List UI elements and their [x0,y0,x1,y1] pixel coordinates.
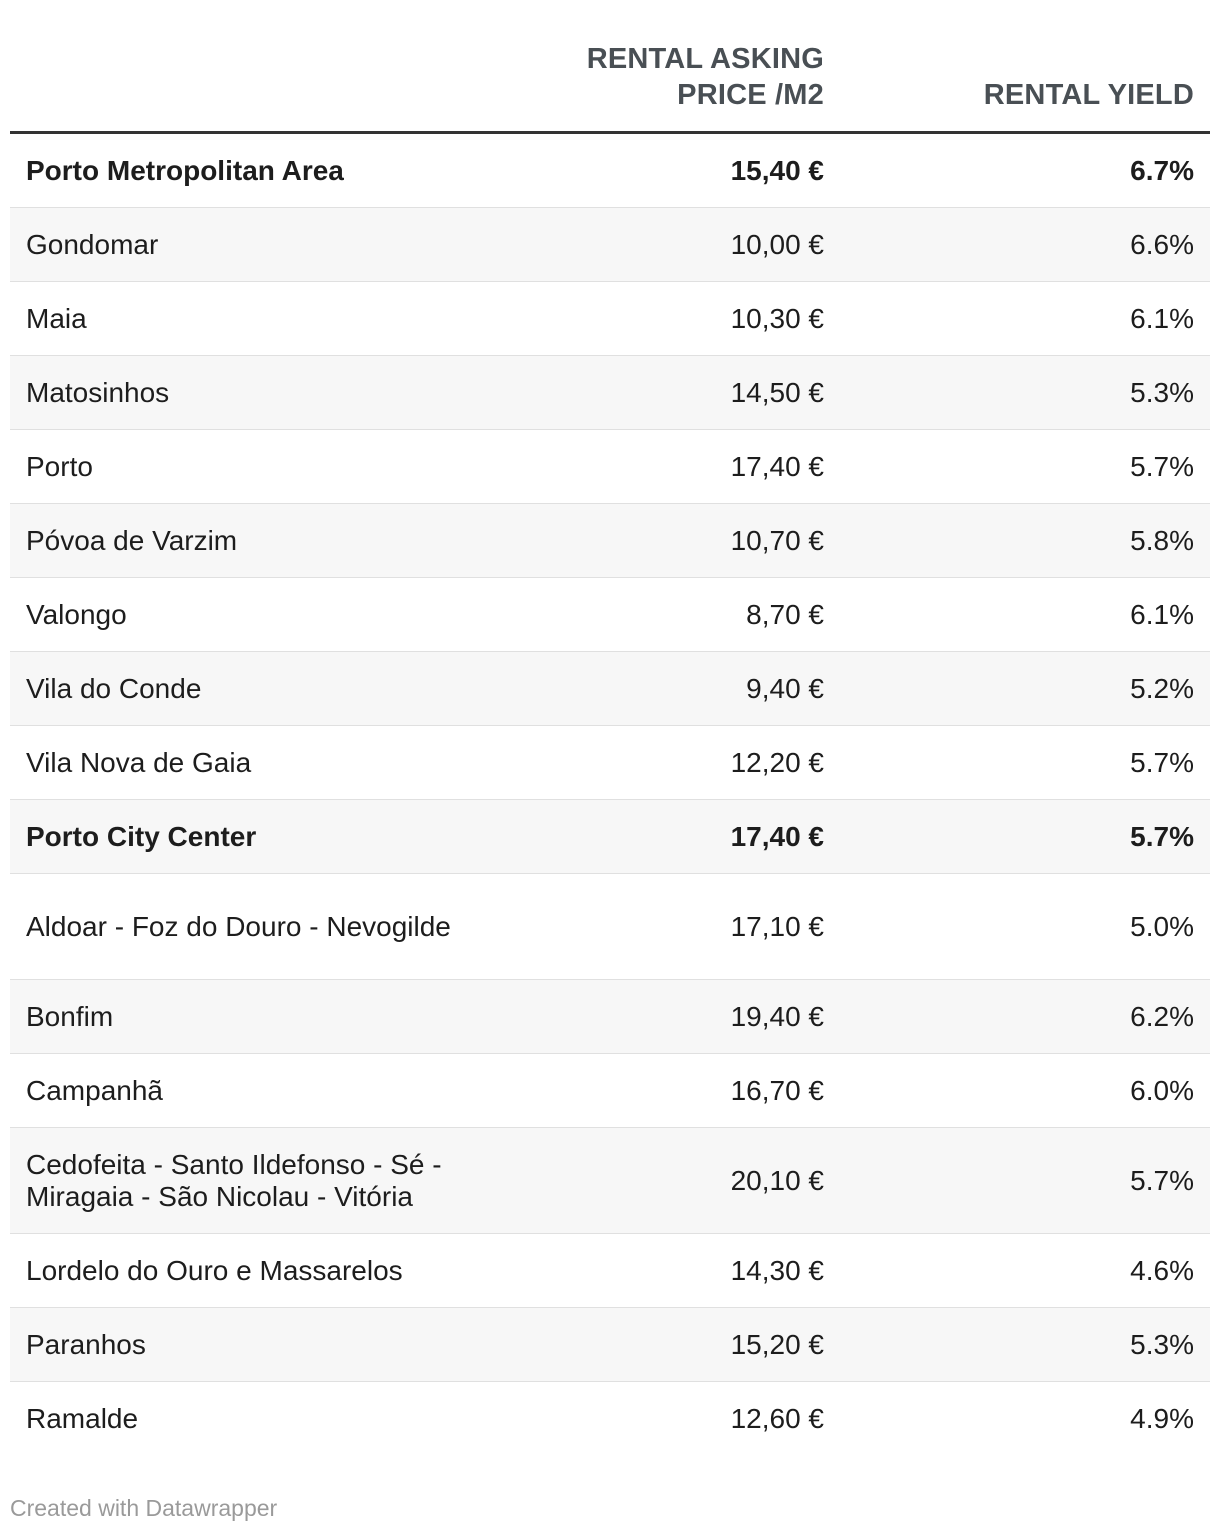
row-yield-cell: 5.3% [1130,376,1194,408]
row-name-cell: Bonfim [26,1000,114,1032]
table-row: Valongo 8,70 € 6.1% [10,578,1210,652]
row-yield-cell: 5.3% [1130,1328,1194,1360]
table-row: Vila Nova de Gaia 12,20 € 5.7% [10,726,1210,800]
row-name-cell: Porto Metropolitan Area [26,154,344,186]
column-header-price-line2: PRICE /M2 [677,79,824,111]
row-price-cell: 20,10 € [730,1164,824,1196]
table-row: Cedofeita - Santo Ildefonso - Sé - Mirag… [10,1128,1210,1234]
table-row: Bonfim 19,40 € 6.2% [10,980,1210,1054]
row-yield-cell: 5.0% [1130,910,1194,942]
row-name-cell: Ramalde [26,1403,139,1434]
table-row: Póvoa de Varzim 10,70 € 5.8% [10,504,1210,578]
row-name-cell: Lordelo do Ouro e Massarelos [26,1254,403,1286]
row-yield-cell: 5.7% [1130,746,1194,778]
table-header: RENTAL ASKING PRICE /M2 RENTAL YIELD [10,0,1210,134]
row-price-cell: 14,30 € [730,1254,824,1286]
row-name-cell: Porto [26,450,93,482]
table-row: Porto Metropolitan Area 15,40 € 6.7% [10,134,1210,208]
row-price-cell: 17,10 € [730,910,824,942]
table-row: Campanhã 16,70 € 6.0% [10,1054,1210,1128]
table-row: Lordelo do Ouro e Massarelos 14,30 € 4.6% [10,1234,1210,1308]
row-yield-cell: 5.8% [1130,524,1194,556]
row-name-cell: Paranhos [26,1328,146,1360]
row-name-cell: Aldoar - Foz do Douro - Nevogilde [26,910,451,942]
row-name-cell: Vila Nova de Gaia [26,746,252,778]
table-body: Porto Metropolitan Area 15,40 € 6.7% Gondom… [10,134,1210,1456]
row-yield-cell: 6.6% [1130,228,1194,260]
row-name-cell: Porto City Center [26,820,257,852]
row-yield-cell: 6.2% [1130,1000,1194,1032]
row-price-cell: 9,40 € [746,672,824,704]
row-name-cell: Cedofeita - Santo Ildefonso - Sé - Mirag… [26,1148,442,1212]
table-row: Ramalde 12,60 € 4.9% [10,1382,1210,1456]
row-price-cell: 15,40 € [730,154,824,186]
table-row: Vila do Conde 9,40 € 5.2% [10,652,1210,726]
table-row: Maia 10,30 € 6.1% [10,282,1210,356]
row-name-cell: Gondomar [26,228,159,260]
row-price-cell: 10,30 € [730,302,824,334]
rental-table: RENTAL ASKING PRICE /M2 RENTAL YIELD Por… [10,0,1210,1456]
row-yield-cell: 4.9% [1130,1403,1194,1434]
table-row: Porto City Center 17,40 € 5.7% [10,800,1210,874]
row-yield-cell: 5.7% [1130,450,1194,482]
row-yield-cell: 5.7% [1130,1164,1194,1196]
row-yield-cell: 4.6% [1130,1254,1194,1286]
row-price-cell: 8,70 € [746,598,824,630]
row-price-cell: 12,20 € [730,746,824,778]
row-name-cell: Vila do Conde [26,672,202,704]
table-row: Matosinhos 14,50 € 5.3% [10,356,1210,430]
row-price-cell: 12,60 € [730,1403,824,1434]
table-row: Aldoar - Foz do Douro - Nevogilde 17,10 €… [10,874,1210,980]
row-price-cell: 17,40 € [730,450,824,482]
row-price-cell: 10,00 € [730,228,824,260]
row-name-cell: Maia [26,302,87,334]
row-yield-cell: 6.7% [1130,154,1194,186]
credit-footer: Created with Datawrapper [10,1495,278,1521]
row-price-cell: 19,40 € [730,1000,824,1032]
row-name-cell: Póvoa de Varzim [26,524,238,556]
row-name-cell: Valongo [26,598,127,630]
row-yield-cell: 6.1% [1130,598,1194,630]
table-row: Porto 17,40 € 5.7% [10,430,1210,504]
row-price-cell: 14,50 € [730,376,824,408]
table-row: Gondomar 10,00 € 6.6% [10,208,1210,282]
column-header-yield: RENTAL YIELD [983,79,1194,111]
row-price-cell: 10,70 € [730,524,824,556]
column-header-price: RENTAL ASKING PRICE /M2 [524,41,824,113]
row-yield-cell: 6.1% [1130,302,1194,334]
row-name-cell: Matosinhos [26,376,170,408]
row-yield-cell: 5.7% [1130,820,1194,852]
row-price-cell: 15,20 € [730,1328,824,1360]
row-price-cell: 17,40 € [730,820,824,852]
row-yield-cell: 6.0% [1130,1074,1194,1106]
table-row: Paranhos 15,20 € 5.3% [10,1308,1210,1382]
row-name-cell: Campanhã [26,1074,163,1106]
column-header-price-line1: RENTAL ASKING [586,43,824,75]
row-price-cell: 16,70 € [730,1074,824,1106]
row-yield-cell: 5.2% [1130,672,1194,704]
